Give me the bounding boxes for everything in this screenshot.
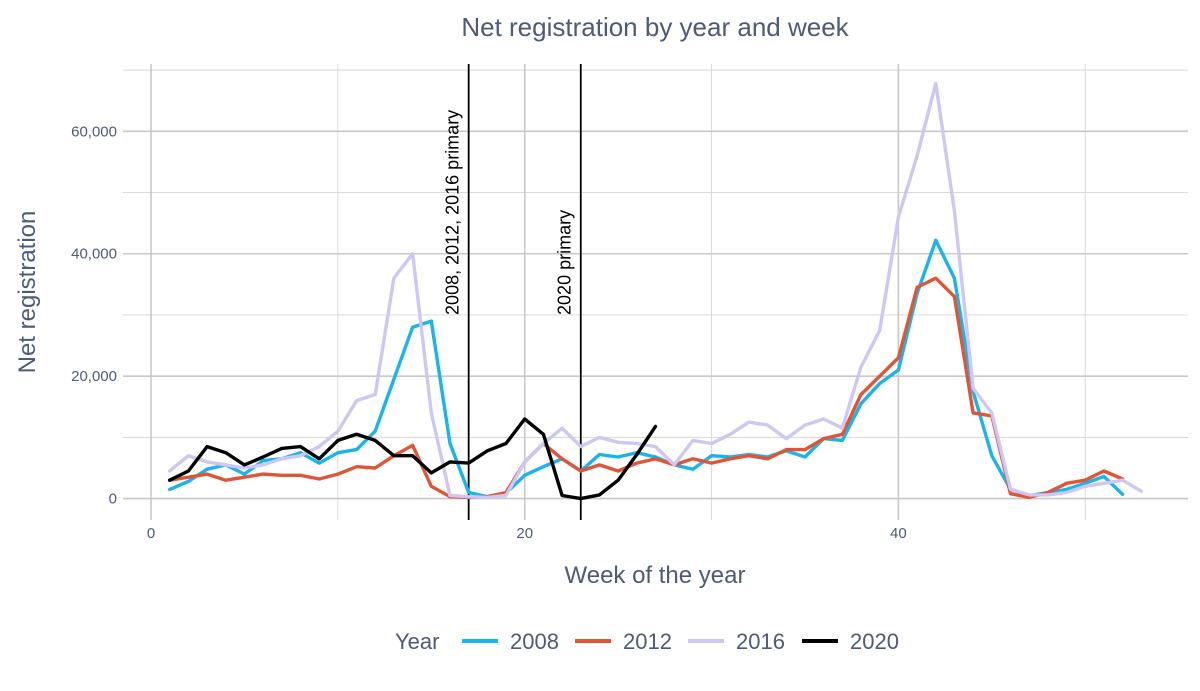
event-line-label: 2008, 2012, 2016 primary xyxy=(443,110,463,315)
legend-label-2008: 2008 xyxy=(510,629,559,654)
y-tick-label: 0 xyxy=(109,491,117,508)
x-axis-title: Week of the year xyxy=(565,562,746,589)
x-tick-label: 0 xyxy=(147,525,155,542)
legend-label-2020: 2020 xyxy=(850,629,899,654)
y-tick-label: 20,000 xyxy=(71,368,117,385)
y-tick-label: 40,000 xyxy=(71,246,117,263)
x-tick-label: 20 xyxy=(516,525,533,542)
chart-title: Net registration by year and week xyxy=(461,12,849,42)
series-line-2012 xyxy=(167,276,1125,500)
y-axis-title: Net registration xyxy=(14,211,41,374)
legend: Year 2008 2012 2016 2020 xyxy=(395,629,899,654)
series-lines xyxy=(167,81,1144,501)
series-line-2008 xyxy=(167,238,1125,499)
series-line-2016 xyxy=(167,81,1144,500)
grid-lines xyxy=(123,64,1188,520)
x-tick-label: 40 xyxy=(890,525,907,542)
legend-label-2012: 2012 xyxy=(623,629,672,654)
event-lines: 2008, 2012, 2016 primary 2020 primary xyxy=(443,64,582,520)
event-line-label: 2020 primary xyxy=(555,210,575,315)
series-line-2020 xyxy=(167,417,658,501)
legend-title: Year xyxy=(395,629,439,654)
tick-labels: 0 20,000 40,000 60,000 0 20 40 xyxy=(71,123,907,542)
y-tick-label: 60,000 xyxy=(71,123,117,140)
legend-label-2016: 2016 xyxy=(736,629,785,654)
